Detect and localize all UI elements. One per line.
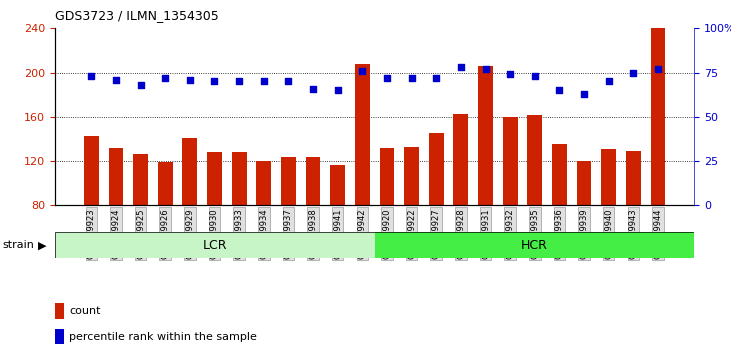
Point	[480, 66, 491, 72]
Bar	[602, 149, 616, 205]
Bar	[158, 162, 173, 205]
Bar	[257, 161, 271, 205]
Text: strain: strain	[2, 240, 34, 250]
Point	[652, 66, 664, 72]
Text: ▶: ▶	[38, 240, 47, 250]
Point	[627, 70, 639, 75]
Bar	[379, 148, 394, 205]
Point	[283, 79, 295, 84]
Bar	[355, 64, 370, 205]
Bar	[281, 156, 296, 205]
Bar	[478, 66, 493, 205]
Point	[86, 73, 97, 79]
Point	[184, 77, 196, 82]
Point	[603, 79, 615, 84]
Bar	[577, 161, 591, 205]
Point	[208, 79, 220, 84]
Point	[381, 75, 393, 81]
Point	[307, 86, 319, 91]
Bar	[453, 114, 469, 205]
FancyBboxPatch shape	[55, 329, 64, 344]
Point	[332, 87, 344, 93]
Point	[135, 82, 146, 88]
Bar	[133, 154, 148, 205]
Bar	[552, 144, 567, 205]
Bar	[108, 148, 124, 205]
Point	[110, 77, 122, 82]
Bar	[84, 136, 99, 205]
Bar	[404, 147, 419, 205]
FancyBboxPatch shape	[374, 232, 694, 258]
Text: HCR: HCR	[521, 239, 548, 252]
Bar	[207, 152, 222, 205]
Point	[455, 64, 466, 70]
Point	[159, 75, 171, 81]
Point	[258, 79, 270, 84]
FancyBboxPatch shape	[55, 303, 64, 319]
FancyBboxPatch shape	[55, 232, 374, 258]
Point	[431, 75, 442, 81]
Bar	[232, 152, 246, 205]
Bar	[651, 28, 665, 205]
Bar	[527, 115, 542, 205]
Point	[406, 75, 417, 81]
Bar	[429, 133, 444, 205]
Point	[553, 87, 565, 93]
Text: GDS3723 / ILMN_1354305: GDS3723 / ILMN_1354305	[55, 9, 219, 22]
Bar	[503, 117, 518, 205]
Point	[233, 79, 245, 84]
Bar	[626, 151, 641, 205]
Bar	[183, 138, 197, 205]
Point	[529, 73, 541, 79]
Bar	[330, 166, 345, 205]
Point	[578, 91, 590, 97]
Point	[504, 72, 516, 77]
Text: percentile rank within the sample: percentile rank within the sample	[69, 332, 257, 342]
Text: count: count	[69, 306, 101, 316]
Text: LCR: LCR	[202, 239, 227, 252]
Point	[357, 68, 368, 74]
Bar	[306, 156, 320, 205]
